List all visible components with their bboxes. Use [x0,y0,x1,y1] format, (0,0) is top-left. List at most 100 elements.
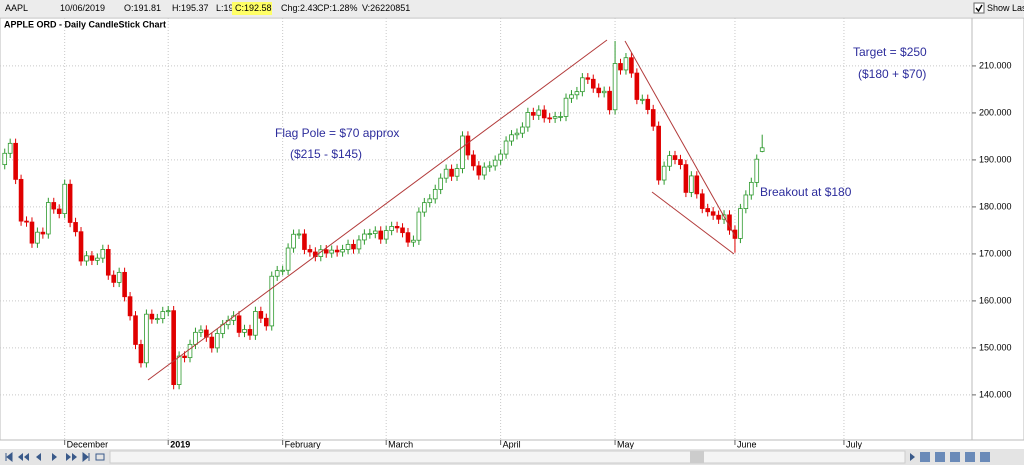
candle-body [242,329,247,333]
candle-body [699,193,705,209]
candle-body [536,109,542,116]
candle-body [585,77,591,80]
candle-body [705,208,711,213]
candle-body [105,249,111,276]
candle-body [198,329,204,333]
y-axis-area [971,17,1024,441]
candle-body [258,311,264,319]
candle-body [356,239,362,250]
candle-body [416,211,422,241]
candle-body [165,310,171,313]
candle-body [541,109,547,119]
candle-body [133,315,138,345]
x-tick-label: May [617,439,635,449]
candle-body [732,229,738,239]
candle-body [247,329,253,336]
candle-body [214,333,220,349]
candle-body [362,233,367,241]
candle-body [748,181,754,196]
x-tick-label: April [503,439,521,449]
candle-body [465,135,471,156]
y-tick-label: 180.000 [979,201,1012,211]
annotation: ($215 - $145) [290,147,362,161]
candle-body [18,178,24,222]
candle-body [596,87,602,94]
candle-body [351,243,356,250]
candle-body [307,249,313,253]
y-tick-label: 140.000 [979,389,1012,399]
scroll-track[interactable] [109,450,906,464]
close-highlight [232,2,272,15]
candle-body [563,97,569,117]
check-mark [975,4,983,13]
candle-body [443,168,449,179]
show-last[interactable]: Show Last [987,3,1024,13]
candle-body [73,222,78,233]
candle-body [285,247,291,271]
candle-body [84,255,89,262]
candle-body [149,313,155,320]
annotation: Target = $250 [853,45,927,59]
candle-body [552,116,558,119]
candle-body [269,275,275,327]
candle-body [503,140,509,155]
candle-body [144,313,149,364]
scroll-thumb[interactable] [690,451,704,463]
candle-body [460,135,465,169]
show-last-checkbox[interactable] [973,2,985,14]
candle-body [56,208,62,214]
candle-body [372,230,378,234]
plot-area [0,17,973,441]
annotation: Breakout at $180 [760,185,852,199]
close: C:192.58 [235,3,272,13]
candle-body [155,318,160,321]
candle-body [580,77,585,93]
x-tick-label: February [285,439,322,449]
candle-body [427,198,433,204]
candle-body [411,239,416,243]
candle-body [378,230,384,240]
candle-body [394,226,400,229]
candle-body [29,221,35,244]
candle-body [498,153,503,161]
chart-title: APPLE ORD - Daily CandleStick Chart [4,19,166,29]
candle-body [689,175,694,193]
candle-body [607,90,612,111]
candle-body [160,311,166,320]
candle-body [291,233,296,249]
x-tick-label: March [388,439,413,449]
candle-body [35,231,40,244]
candle-body [236,315,242,333]
candle-body [683,164,689,193]
candle-body [710,211,716,216]
candle-body [383,230,389,240]
candle-body [274,270,280,277]
candle-body [547,117,552,120]
candle-body [640,98,645,101]
candle-body [280,269,285,272]
candle-body [645,98,651,110]
open: O:191.81 [124,3,161,13]
candle-body [558,116,563,118]
candle-body [574,91,580,96]
candle-body [667,155,672,167]
candle-body [590,78,596,89]
candle-body [569,94,574,99]
candle-body [634,72,640,100]
candle-body [487,165,493,168]
candle-body [678,159,683,166]
candle-body [24,220,29,223]
candle-body [432,188,438,200]
nav-buttons[interactable] [5,451,990,463]
candle-body [95,257,100,261]
x-tick-label: December [67,439,109,449]
candle-body [78,231,84,262]
candle-body [323,249,329,254]
candle-body [176,355,182,385]
y-tick-label: 190.000 [979,154,1012,164]
candle-body [253,311,258,336]
candle-body [400,227,405,234]
candle-body [514,132,520,136]
volume: V:26220851 [362,3,410,13]
